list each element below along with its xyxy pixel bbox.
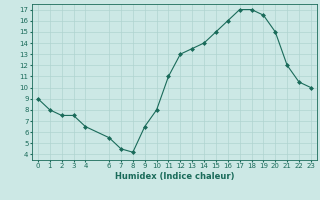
X-axis label: Humidex (Indice chaleur): Humidex (Indice chaleur) [115, 172, 234, 181]
